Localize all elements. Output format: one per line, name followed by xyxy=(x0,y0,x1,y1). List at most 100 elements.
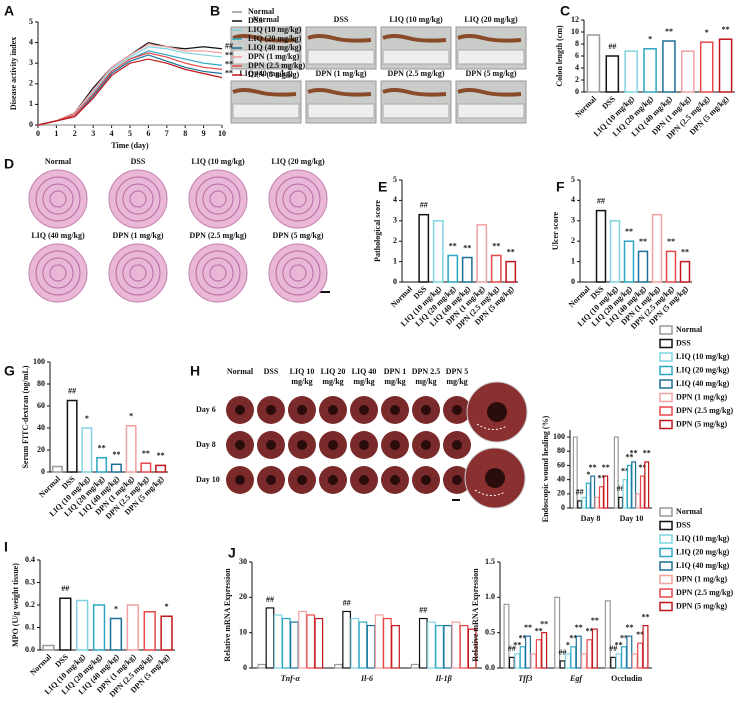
significance: ## xyxy=(61,584,69,593)
bar xyxy=(155,464,167,473)
y-tick-label: 1.5 xyxy=(485,557,495,566)
y-tick-label: 1 xyxy=(29,99,33,108)
legend-swatch xyxy=(659,325,673,335)
significance: ## xyxy=(609,644,617,653)
legend-swatch xyxy=(659,547,673,558)
significance: ## xyxy=(508,644,516,653)
bar xyxy=(570,646,577,669)
photo-caption: LIQ (20 mg/kg) xyxy=(464,15,518,24)
legend-swatch xyxy=(659,574,673,585)
bar xyxy=(635,493,641,509)
legend-label: DPN (1 mg/kg) xyxy=(676,574,727,583)
y-tick-label: 4 xyxy=(393,195,397,204)
y-tick-label: 40 xyxy=(557,474,565,483)
significance: ## xyxy=(419,605,427,614)
tissue-ring xyxy=(282,257,314,289)
bar xyxy=(624,50,638,93)
y-tick-label: 2 xyxy=(575,75,579,84)
x-tick-label: 6 xyxy=(146,129,150,138)
bar xyxy=(447,254,459,283)
significance: ** xyxy=(142,449,150,458)
series-line xyxy=(37,58,223,126)
bar xyxy=(76,599,89,651)
legend-label: Normal xyxy=(676,325,703,334)
bar xyxy=(610,656,617,669)
tissue-section xyxy=(268,169,328,229)
significance: ** xyxy=(625,452,633,461)
y-tick-label: 20 xyxy=(239,592,247,601)
bar xyxy=(535,639,542,669)
x-tick-label: Tnf-α xyxy=(281,674,301,683)
x-tick-label: 2 xyxy=(73,129,77,138)
panel-label: F xyxy=(556,179,565,195)
colon-tissue xyxy=(457,88,522,97)
bar xyxy=(626,635,633,669)
x-axis-label: Time (day) xyxy=(111,141,149,150)
series-line xyxy=(37,52,223,126)
bar xyxy=(126,604,139,651)
tissue-ring xyxy=(115,250,161,296)
bar xyxy=(350,617,360,669)
photo-caption: LIQ (40 mg/kg) xyxy=(31,231,85,240)
photo-caption: DSS xyxy=(131,157,146,166)
bar xyxy=(467,628,477,669)
significance: ** xyxy=(620,634,628,643)
bar xyxy=(620,646,627,669)
significance: ** xyxy=(225,60,233,69)
column-header: mg/kg xyxy=(322,377,343,386)
significance: * xyxy=(165,602,169,611)
column-header: mg/kg xyxy=(353,377,374,386)
legend-label: DSS xyxy=(676,338,691,347)
bar xyxy=(461,256,473,283)
endoscopy-lumen xyxy=(390,405,400,415)
panel-label: J xyxy=(228,545,236,561)
colon-tissue xyxy=(232,34,297,43)
endoscopy-lumen xyxy=(452,405,462,415)
legend-label: DSS xyxy=(248,16,263,25)
significance: ## xyxy=(266,595,274,604)
significance: ** xyxy=(98,444,106,453)
colon-tissue xyxy=(382,88,447,97)
bar xyxy=(577,500,583,509)
photo-caption: DPN (5 mg/kg) xyxy=(272,231,323,240)
tissue-section xyxy=(108,243,168,303)
x-tick-label: Egf xyxy=(569,674,583,683)
x-tick-label: 5 xyxy=(128,129,132,138)
significance: ## xyxy=(608,42,616,51)
significance: ** xyxy=(540,619,548,628)
significance: ** xyxy=(630,449,638,458)
y-axis-label: MPO (U/g weight tissue) xyxy=(11,563,20,647)
significance: ## xyxy=(559,648,567,657)
significance: ** xyxy=(615,641,623,650)
y-tick-label: 3 xyxy=(571,216,575,225)
colon-tissue xyxy=(232,88,297,97)
legend-swatch xyxy=(659,507,673,517)
y-axis-label: Pathological score xyxy=(373,200,382,262)
x-tick-label: Day 10 xyxy=(620,514,644,523)
y-tick-label: 100 xyxy=(33,357,45,366)
significance: * xyxy=(705,28,709,37)
tissue-ring xyxy=(35,176,81,222)
y-axis-label: Disease activity index xyxy=(9,37,18,110)
row-label: Day 6 xyxy=(196,405,216,414)
tissue-section xyxy=(188,169,248,229)
x-tick-label: Normal xyxy=(567,284,592,309)
bar xyxy=(81,427,93,473)
significance: ** xyxy=(722,25,730,34)
bar xyxy=(342,610,352,669)
x-tick-label: 1 xyxy=(54,129,58,138)
panel-label: H xyxy=(190,363,200,379)
colon-tissue xyxy=(307,88,372,97)
significance: ** xyxy=(157,451,165,460)
bar xyxy=(410,663,420,669)
bar xyxy=(603,475,609,509)
bar xyxy=(514,653,521,669)
panel-label: B xyxy=(210,3,220,19)
significance: ** xyxy=(642,612,650,621)
colon-tissue xyxy=(382,34,447,43)
y-axis-label: Colon length (cm) xyxy=(555,25,564,87)
endoscopy-lumen xyxy=(390,475,400,485)
y-tick-label: 2 xyxy=(29,79,33,88)
bar xyxy=(609,220,621,283)
significance: ## xyxy=(597,196,605,205)
